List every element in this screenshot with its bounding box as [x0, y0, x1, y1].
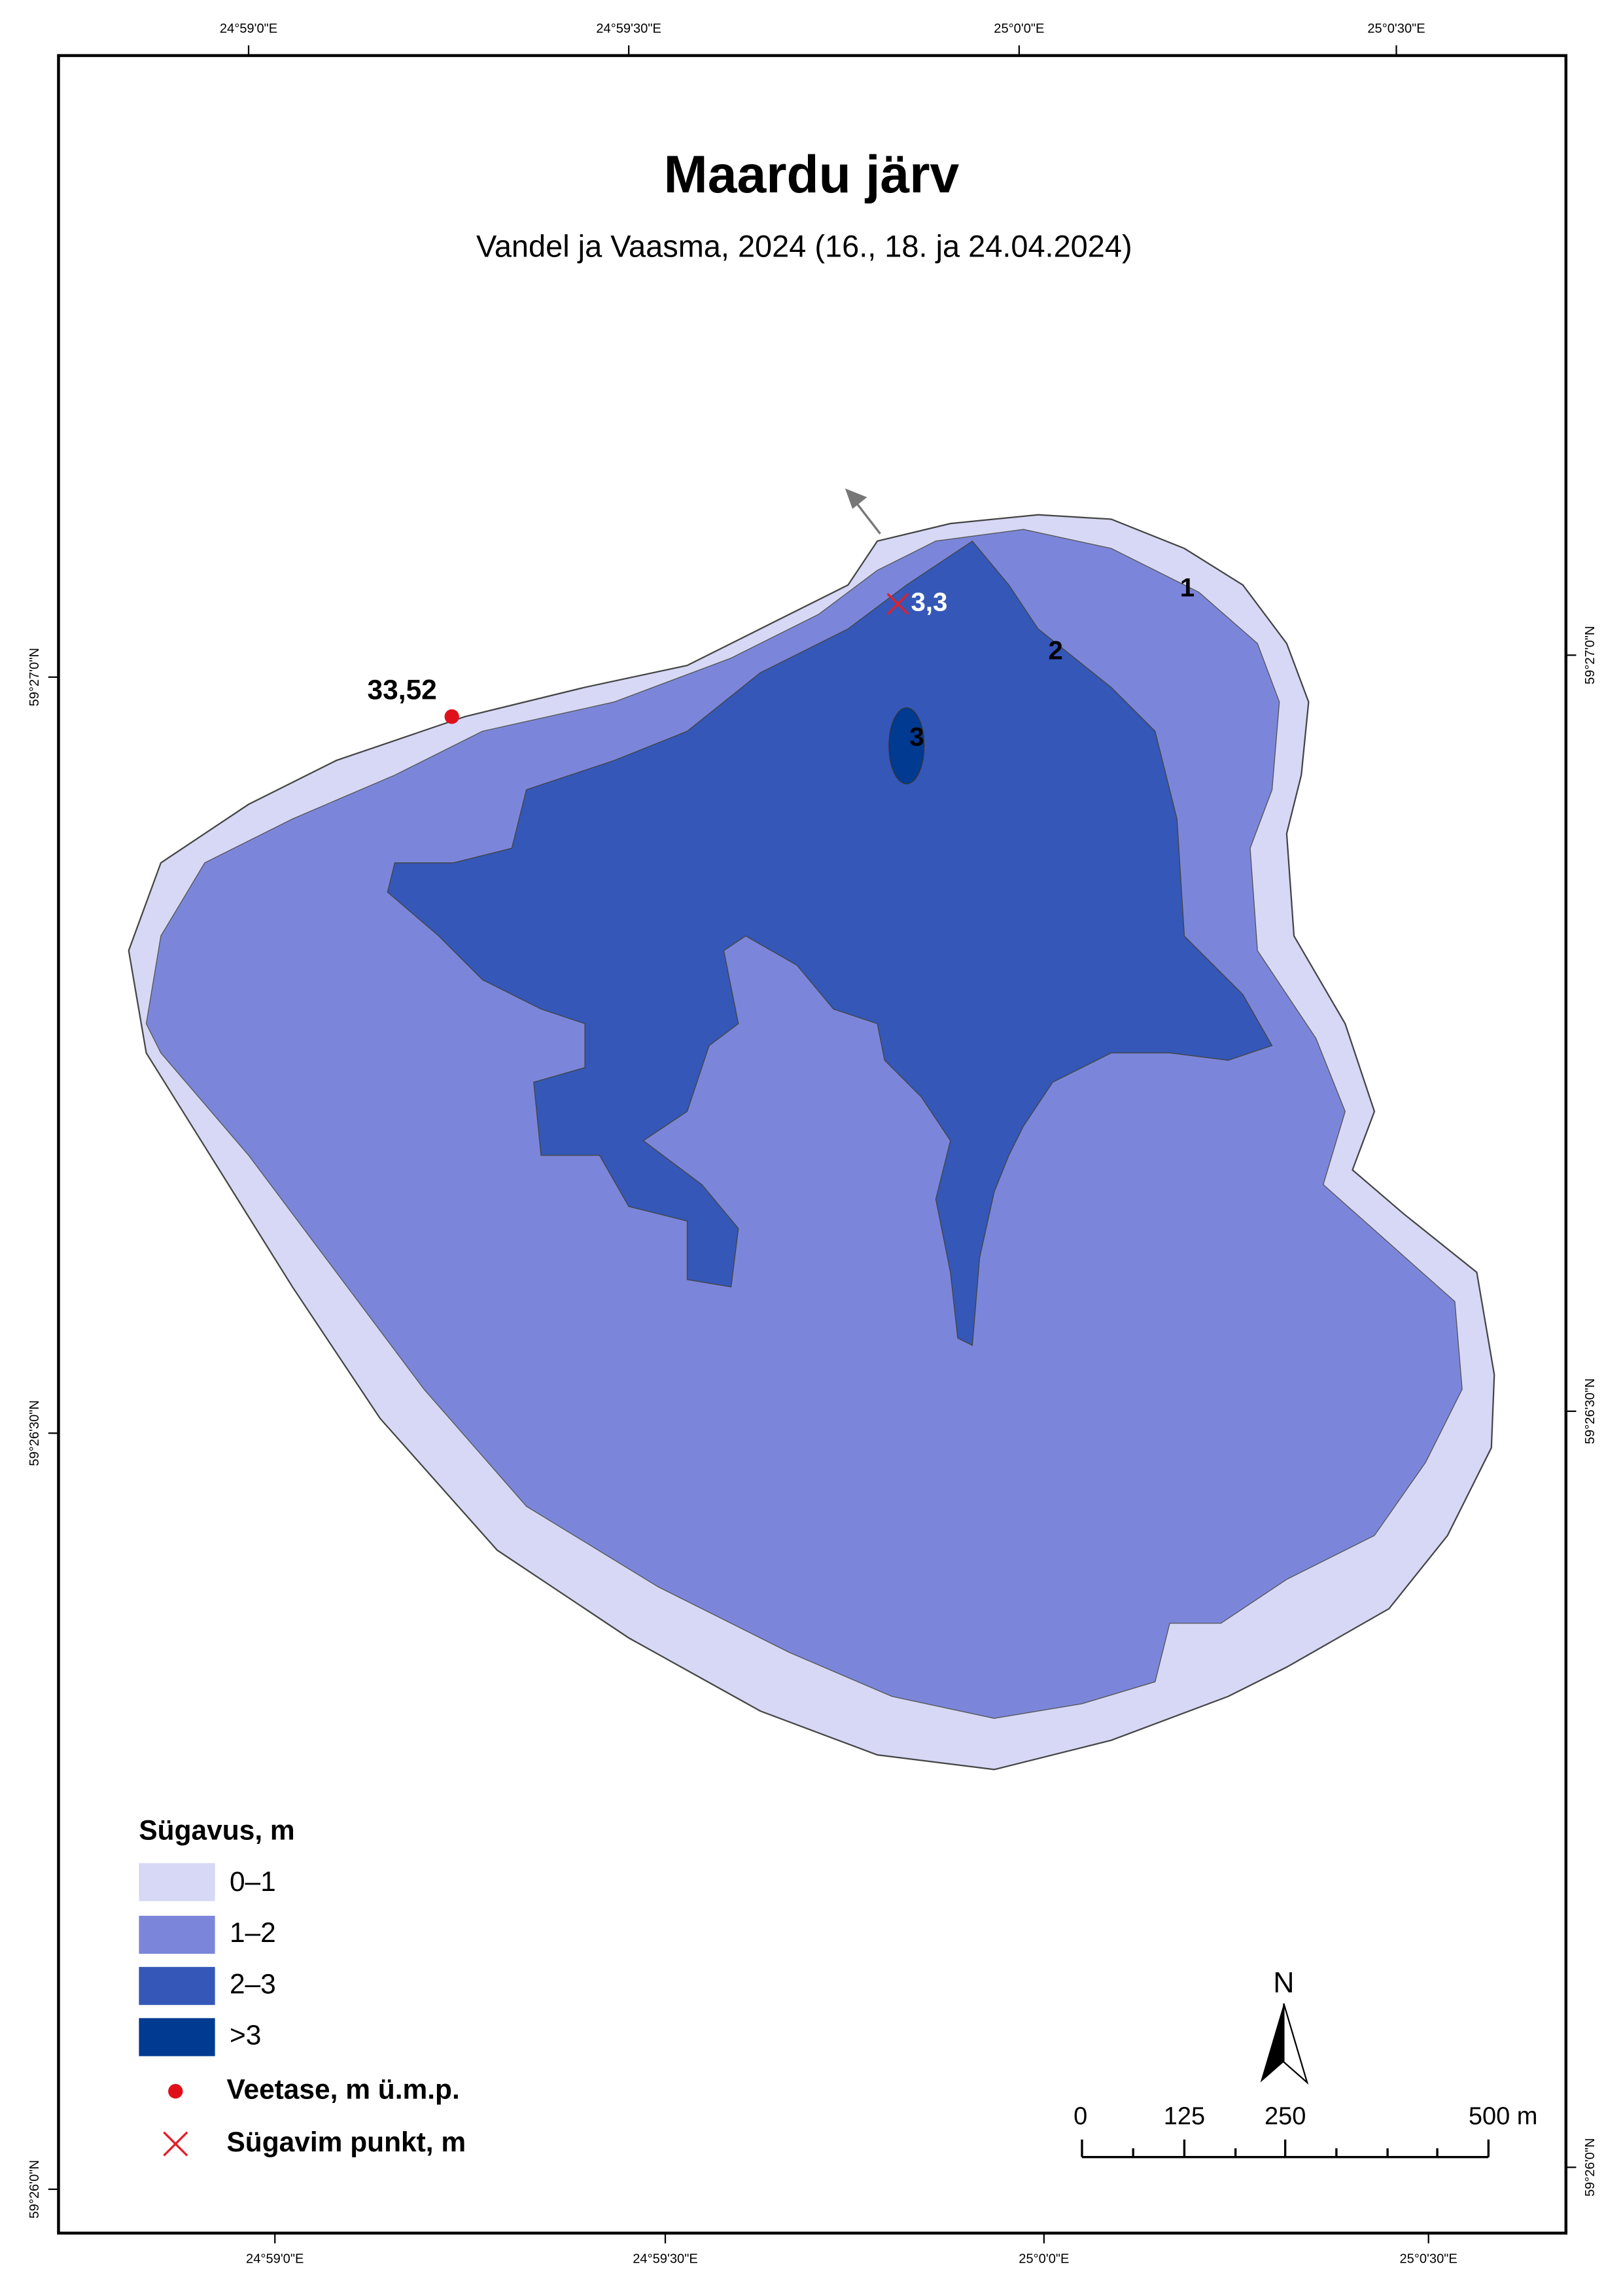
legend-label: 0–1: [230, 1866, 276, 1897]
depth-label: 1: [1180, 573, 1195, 602]
coord-label: 59°26'0"N: [1583, 2138, 1597, 2197]
depth-label: 3: [909, 722, 924, 751]
graticule-ticks: [48, 45, 1577, 2244]
water-level-label: 33,52: [368, 674, 437, 705]
coord-label: 24°59'0"E: [220, 22, 277, 36]
legend-label: Veetase, m ü.m.p.: [226, 2074, 459, 2104]
legend-label: >3: [230, 2020, 261, 2051]
legend-title: Sügavus, m: [139, 1815, 294, 1846]
outflow-arrow: [845, 488, 881, 535]
coord-label: 59°26'30"N: [27, 1400, 42, 1466]
depth-zone-over-3: [888, 707, 925, 785]
legend-label: 2–3: [230, 1968, 276, 1999]
legend-label: Sügavim punkt, m: [226, 2127, 466, 2157]
coord-label: 59°26'0"N: [27, 2160, 42, 2218]
map-subtitle: Vandel ja Vaasma, 2024 (16., 18. ja 24.0…: [476, 229, 1132, 263]
north-arrow: [1260, 2003, 1309, 2085]
coord-label: 24°59'30"E: [633, 2252, 698, 2266]
map-frame: [57, 54, 1568, 2235]
legend-symbol: [168, 2083, 183, 2099]
scale-label: 125: [1164, 2102, 1205, 2130]
deepest-point-label: 3,3: [911, 588, 947, 617]
map-title: Maardu järv: [664, 145, 960, 204]
legend-swatch: [139, 1967, 215, 2005]
deepest-point-marker: [886, 593, 909, 615]
water-level-marker: [444, 709, 459, 724]
scale-bar: [1081, 2139, 1490, 2159]
depth-zone-2-3: [387, 540, 1273, 1347]
coord-label: 25°0'30"E: [1400, 2252, 1457, 2266]
scale-label: 0: [1073, 2102, 1087, 2130]
scale-label: 500 m: [1469, 2102, 1538, 2130]
legend-swatch: [139, 2018, 215, 2057]
coord-label: 59°27'0"N: [27, 648, 42, 706]
coord-label: 59°26'30"N: [1583, 1378, 1597, 1444]
scale-label: 250: [1265, 2102, 1306, 2130]
legend-symbol: [163, 2131, 188, 2157]
coord-label: 25°0'0"E: [1019, 2252, 1069, 2266]
coord-label: 59°27'0"N: [1583, 626, 1597, 684]
legend-label: 1–2: [230, 1917, 276, 1948]
north-label: N: [1273, 1967, 1294, 1999]
legend-swatch: [139, 1863, 215, 1901]
depth-label: 2: [1049, 635, 1063, 665]
coord-label: 25°0'0"E: [994, 22, 1044, 36]
legend-swatch: [139, 1915, 215, 1954]
coord-label: 24°59'30"E: [596, 22, 661, 36]
coord-label: 24°59'0"E: [246, 2252, 304, 2266]
coord-label: 25°0'30"E: [1367, 22, 1425, 36]
